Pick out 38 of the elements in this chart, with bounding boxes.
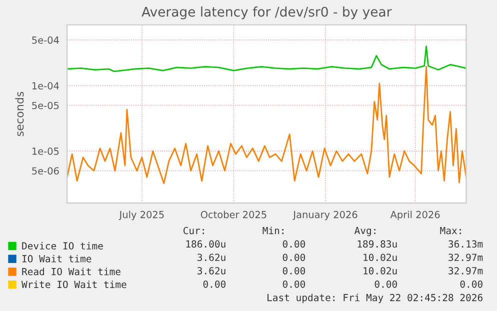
text: 186.00u <box>186 240 226 248</box>
text: Min: <box>262 226 284 234</box>
text: 10.02u <box>364 254 397 262</box>
chart-title: Average latency for /dev/sr0 - by year <box>142 6 392 20</box>
text: Last update: Fri May 22 02:45:28 2026 <box>268 294 482 304</box>
text: 189.83u <box>358 240 397 248</box>
y-axis-title: seconds <box>15 92 24 136</box>
y-tick-label: 1e-05 <box>32 148 59 155</box>
text: 0.00 <box>374 280 397 288</box>
text: 32.97m <box>448 267 483 274</box>
text: 0.00 <box>282 267 306 274</box>
x-tick-label: October 2025 <box>200 210 266 218</box>
text: 32.97m <box>448 254 483 262</box>
text: 0.00 <box>203 280 226 288</box>
text: 0.00 <box>282 254 306 262</box>
line-series <box>67 46 466 72</box>
x-tick-label: January 2026 <box>292 210 358 220</box>
text: Avg: <box>354 226 376 236</box>
legend-label: IO Wait time <box>22 254 92 262</box>
text: 36.13m <box>448 240 483 248</box>
text: Max: <box>440 227 461 234</box>
y-tick-label: 1e-04 <box>32 82 59 90</box>
legend-label: Device IO time <box>22 242 103 250</box>
text: 3.62u <box>198 254 226 262</box>
y-tick-label: 5e-05 <box>32 102 59 110</box>
y-tick-label: 5e-06 <box>32 167 59 175</box>
y-tick-label: 5e-04 <box>32 36 59 44</box>
legend-label: Read IO Wait time <box>22 268 120 276</box>
x-tick-label: July 2025 <box>118 210 164 220</box>
legend-label: Write IO Wait time <box>22 280 126 288</box>
text: 10.02u <box>364 267 397 274</box>
text: 0.00 <box>282 280 306 288</box>
text: 0.00 <box>282 240 306 248</box>
line-series <box>67 66 466 184</box>
text: 0.00 <box>460 280 482 288</box>
text: Cur: <box>184 226 204 234</box>
text: 3.62u <box>198 267 226 274</box>
x-tick-label: April 2026 <box>390 210 440 220</box>
